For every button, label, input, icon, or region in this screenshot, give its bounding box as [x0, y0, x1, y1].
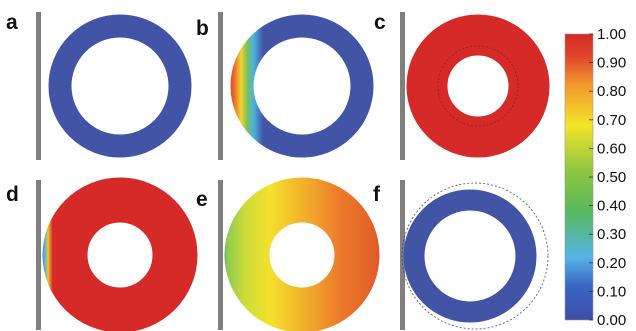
colorbar-tick-label: 0.80	[597, 83, 626, 100]
panel-label-e: e	[196, 188, 208, 211]
panel-label-c: c	[374, 11, 386, 34]
wall-a	[36, 12, 41, 160]
wall-f	[400, 180, 405, 330]
ring-e	[224, 177, 380, 331]
wall-d	[36, 180, 41, 330]
ring-c	[406, 14, 550, 158]
colorbar-tick-label: 0.10	[597, 283, 626, 300]
ring-b	[230, 14, 374, 158]
wall-e	[218, 180, 223, 330]
panel-label-a: a	[6, 11, 18, 34]
colorbar-tick-label: 0.50	[597, 169, 626, 186]
ring-f-dashed-outline	[401, 182, 549, 330]
panel-d: d	[6, 177, 198, 331]
panel-label-b: b	[196, 17, 209, 40]
colorbar-tick-label: 1.00	[597, 26, 626, 43]
colorbar-tick-label: 0.30	[597, 226, 626, 243]
panel-f: f	[373, 180, 549, 330]
panel-c: c	[374, 11, 550, 160]
colorbar-tick-label: 0.40	[597, 198, 626, 215]
colorbar-bar	[564, 33, 594, 321]
ring-c-dashed-outline	[437, 45, 519, 127]
colorbar-tick-label: 0.90	[597, 55, 626, 72]
panel-label-d: d	[6, 183, 19, 206]
colorbar-ticks: 1.00 0.90 0.80 0.70 0.60 0.50 0.40 0.30 0.20 0.10…	[589, 26, 626, 329]
ring-d	[42, 177, 198, 331]
colorbar-tick-label: 0.00	[597, 312, 626, 329]
panel-e: e	[196, 177, 380, 331]
panel-a: a	[6, 11, 192, 160]
wall-b	[218, 12, 223, 160]
colorbar: 1.00 0.90 0.80 0.70 0.60 0.50 0.40 0.30 0.20 0.10…	[564, 26, 626, 329]
wall-c	[400, 12, 405, 160]
colorbar-tick-label: 0.70	[597, 112, 626, 129]
ring-a	[48, 14, 192, 158]
panel-b: b	[196, 12, 374, 160]
ring-f	[403, 189, 537, 323]
panel-label-f: f	[373, 183, 381, 206]
colorbar-tick-label: 0.60	[597, 140, 626, 157]
colorbar-tick-label: 0.20	[597, 255, 626, 272]
